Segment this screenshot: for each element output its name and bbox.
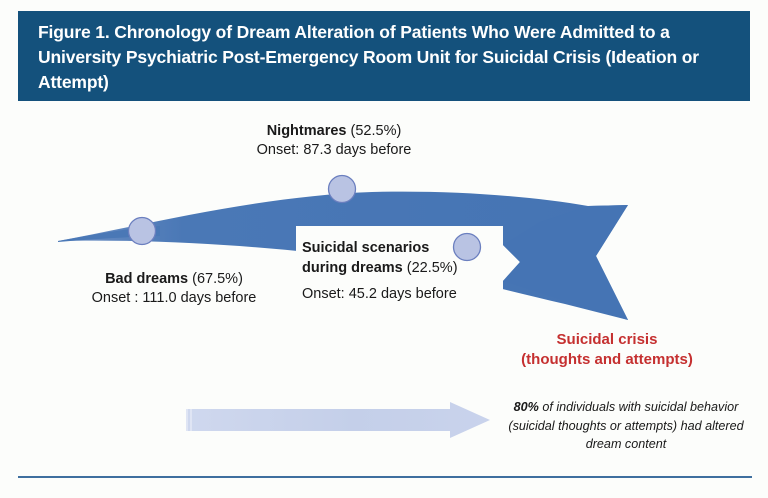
figure-title-bar: Figure 1. Chronology of Dream Alteration… [18,11,750,101]
stage-name: Nightmares [266,123,347,139]
footnote-text: of individuals with suicidal behavior (s… [508,400,744,451]
stage-name-line: Nightmares (52.5%) [196,122,472,141]
stage-name: Bad dreams [105,271,189,287]
stage-label-bad-dreams: Bad dreams (67.5%) Onset : 111.0 days be… [42,270,306,308]
footnote-percent: 80% [513,400,539,414]
stage-marker-suicidal-scenarios[interactable] [452,232,482,262]
stage-name-line-2: during dreams (22.5%) [302,259,458,276]
stage-label-nightmares: Nightmares (52.5%) Onset: 87.3 days befo… [196,122,472,160]
figure-title: Figure 1. Chronology of Dream Alteration… [38,22,699,92]
outcome-label: Suicidal crisis (thoughts and attempts) [521,331,693,368]
stage-name-line-1: Suicidal scenarios [302,240,430,256]
stage-onset: Onset : 111.0 days before [91,290,257,306]
bottom-divider [18,476,752,478]
stage-percent: (22.5%) [406,259,458,276]
duration-arrow [186,402,490,438]
stage-marker-bad-dreams[interactable] [127,216,157,246]
stage-percent: (52.5%) [350,123,402,139]
stage-onset: Onset: 87.3 days before [256,142,412,158]
stage-marker-nightmares[interactable] [327,174,357,204]
stage-name-line: Bad dreams (67.5%) [42,270,306,289]
footnote: 80% of individuals with suicidal behavio… [500,398,752,454]
stage-label-suicidal-scenarios: Suicidal scenarios during dreams (22.5%)… [302,239,548,305]
stage-onset: Onset: 45.2 days before [302,286,457,302]
stage-percent: (67.5%) [192,271,243,287]
